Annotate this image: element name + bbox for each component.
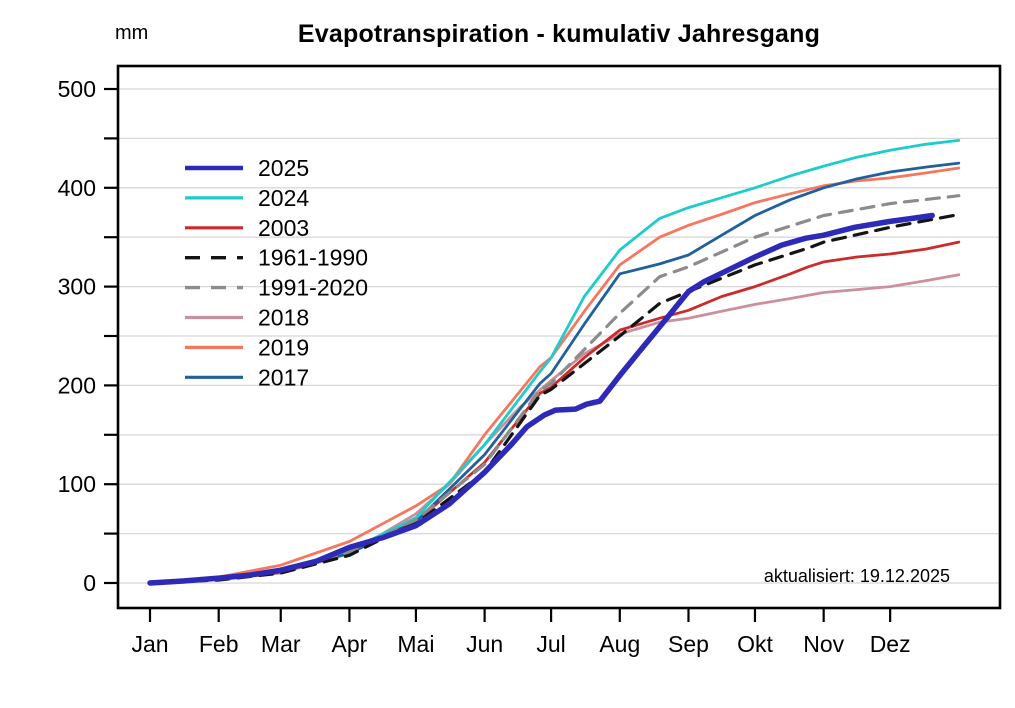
x-axis-month-label: Jul (536, 631, 565, 657)
x-axis-month-label: Mar (261, 631, 301, 657)
x-axis-month-label: Feb (199, 631, 239, 657)
chart-title: Evapotranspiration - kumulativ Jahresgan… (297, 20, 821, 48)
x-axis-month-label: Okt (737, 631, 773, 657)
x-axis-month-label: Dez (870, 631, 911, 657)
series-line-2025 (147, 212, 935, 586)
legend-label-2019: 2019 (258, 334, 309, 360)
x-axis-month-label: Apr (332, 631, 368, 657)
legend-label-2017: 2017 (258, 364, 309, 390)
y-axis-tick-label: 100 (58, 471, 96, 497)
y-axis-tick-label: 0 (83, 570, 96, 596)
legend-label-1991-2020: 1991-2020 (258, 275, 368, 301)
y-axis-unit-label: mm (115, 22, 149, 44)
y-axis-tick-label: 200 (58, 372, 96, 398)
x-axis-month-label: Sep (668, 631, 709, 657)
x-axis-month-label: Mai (397, 631, 434, 657)
y-axis-tick-label: 500 (58, 76, 96, 102)
x-axis-month-label: Jan (131, 631, 168, 657)
y-axis-tick-label: 400 (58, 175, 96, 201)
legend-label-2024: 2024 (258, 185, 309, 211)
series-line-2017 (148, 161, 961, 585)
legend-label-2018: 2018 (258, 305, 309, 331)
y-axis-tick-label: 300 (58, 274, 96, 300)
x-axis-month-label: Nov (803, 631, 844, 657)
x-axis-month-label: Aug (599, 631, 640, 657)
legend-label-1961-1990: 1961-1990 (258, 245, 368, 271)
updated-date-note: aktualisiert: 19.12.2025 (763, 566, 950, 586)
plot-frame (116, 64, 1002, 610)
legend-label-2025: 2025 (258, 155, 309, 181)
x-axis-month-label: Jun (466, 631, 503, 657)
legend-label-2003: 2003 (258, 215, 309, 241)
series-line-1961-1990 (148, 212, 961, 585)
